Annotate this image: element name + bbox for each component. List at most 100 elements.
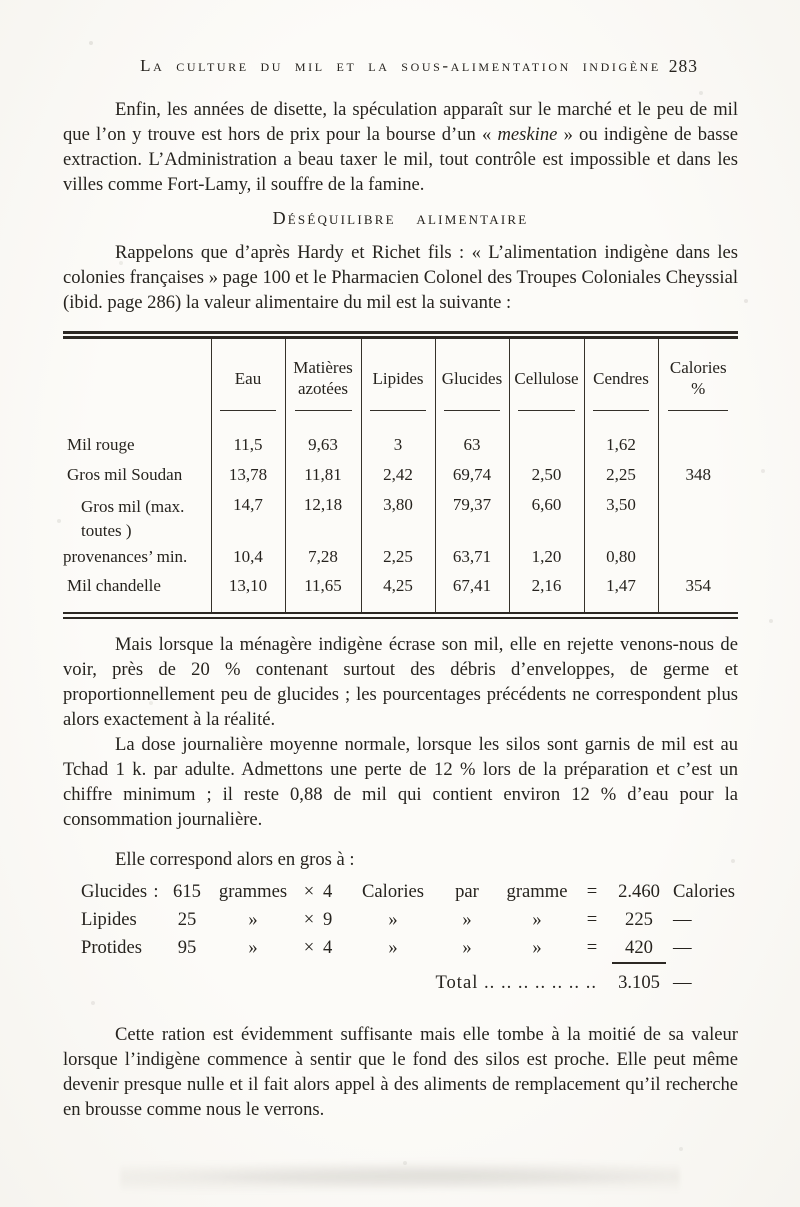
table-cell xyxy=(657,495,738,547)
column-underline xyxy=(370,409,426,411)
table-cell: 10,4 xyxy=(210,547,285,576)
column-underline xyxy=(444,409,500,411)
table-cell xyxy=(657,415,738,465)
table-cell: 63,71 xyxy=(434,547,509,576)
calc-factor: 4 xyxy=(323,937,333,958)
calc-result-unit: — xyxy=(673,937,692,958)
table-cell xyxy=(508,415,584,465)
paragraph-1-text-b: » ou indigène de basse extraction. L’Adm… xyxy=(63,124,739,195)
calc-par: » xyxy=(462,937,472,958)
table-row-mil-chandelle: Mil chandelle 13,10 11,65 4,25 67,41 2,1… xyxy=(63,576,738,616)
calc-result: 420 xyxy=(607,937,671,964)
calc-row-lipides: Lipides 25 » × 9 » » » = 225 — xyxy=(81,909,738,937)
column-header-label: Cendres xyxy=(593,368,649,388)
table-row-gros-mil-max: Gros mil (max. toutes ) 14,7 12,18 3,80 … xyxy=(63,495,738,547)
row-label: Gros mil Soudan xyxy=(67,465,183,484)
calc-result-value: 2.460 xyxy=(618,881,660,902)
table-cell: 3 xyxy=(360,415,435,465)
table-cell: 79,37 xyxy=(434,495,509,547)
calc-total-row: Total .. .. .. .. .. .. .. 3.105 — xyxy=(81,972,738,1000)
table-cell: 13,78 xyxy=(210,465,285,495)
calc-unit2: » xyxy=(388,937,398,958)
column-header-glucides: Glucides xyxy=(434,335,509,415)
paragraph-1-italic-meskine: meskine xyxy=(497,124,558,145)
calc-label: Lipides xyxy=(81,909,137,930)
calc-row-protides: Protides 95 » × 4 » » » = 420 — xyxy=(81,937,738,965)
table-cell: 67,41 xyxy=(434,576,509,616)
calc-factor: 9 xyxy=(323,909,333,930)
total-label: Total .. .. .. .. .. .. .. xyxy=(435,972,597,993)
table-cell: 2,42 xyxy=(360,465,435,495)
paragraph-4: La dose journalière moyenne normale, lor… xyxy=(63,734,738,830)
row-label: Mil chandelle xyxy=(67,576,161,595)
calc-times-sign: × xyxy=(303,909,315,930)
table-cell: 14,7 xyxy=(210,495,285,547)
calc-unit2: Calories xyxy=(362,881,424,902)
calc-label: Protides xyxy=(81,937,142,958)
page-content: La culture du mil et la sous-alimentatio… xyxy=(63,56,738,1120)
column-header-calories: Calories % xyxy=(657,335,738,415)
calc-unit: » xyxy=(248,909,258,930)
table-row-provenances-min: provenances’ min. 10,4 7,28 2,25 63,71 1… xyxy=(63,547,738,576)
calc-gramme: gramme xyxy=(506,881,568,902)
column-header-matieres-azotees: Matières azotées xyxy=(284,335,361,415)
table-cell: 0,80 xyxy=(583,547,658,576)
calorie-calculation: Glucides : 615 grammes × 4 Calories par … xyxy=(63,881,738,1000)
row-label: provenances’ min. xyxy=(63,547,188,566)
paragraph-2: Rappelons que d’après Hardy et Richet fi… xyxy=(63,242,738,313)
column-underline xyxy=(220,409,276,411)
table-cell: 13,10 xyxy=(210,576,285,616)
table-cell: 2,25 xyxy=(583,465,658,495)
calc-result-value: 225 xyxy=(625,909,653,930)
calc-quantity: 615 xyxy=(173,881,201,902)
calc-unit: » xyxy=(248,937,258,958)
column-header-empty xyxy=(63,335,211,415)
table-cell: 3,80 xyxy=(360,495,435,547)
calc-result-value-underlined: 420 xyxy=(612,937,666,964)
column-underline xyxy=(593,409,649,411)
column-header-eau: Eau xyxy=(210,335,285,415)
calc-result: 2.460 xyxy=(607,881,671,903)
column-header-label: Glucides xyxy=(441,368,503,388)
column-header-label: Cellulose xyxy=(514,368,579,388)
nutrition-table: Eau Matières azotées Lipides Glucides Ce… xyxy=(63,331,738,619)
table-cell: 1,62 xyxy=(583,415,658,465)
table-cell: 3,50 xyxy=(583,495,658,547)
table-row-mil-rouge: Mil rouge 11,5 9,63 3 63 1,62 xyxy=(63,415,738,465)
column-header-cellulose: Cellulose xyxy=(508,335,584,415)
table-cell: 354 xyxy=(657,576,738,616)
calc-unit2: » xyxy=(388,909,398,930)
paragraph-6: Cette ration est évidemment suffisante m… xyxy=(63,1024,738,1120)
paragraph-1: Enfin, les années de disette, la spécula… xyxy=(63,97,738,197)
paragraph-5: Elle correspond alors en gros à : xyxy=(115,849,355,870)
paragraph-1-text-a: Enfin, les années de disette, la spécula… xyxy=(63,99,738,145)
table-cell: 11,81 xyxy=(284,465,361,495)
calc-par: » xyxy=(462,909,472,930)
table-cell: 1,20 xyxy=(508,547,584,576)
column-header-label: Calories % xyxy=(669,358,727,399)
table-cell: 11,5 xyxy=(210,415,285,465)
total-dash: — xyxy=(673,972,692,993)
table-cell: 69,74 xyxy=(434,465,509,495)
calc-quantity: 95 xyxy=(177,937,197,958)
table-cell: 2,25 xyxy=(360,547,435,576)
table-cell: 348 xyxy=(657,465,738,495)
calc-quantity: 25 xyxy=(177,909,197,930)
column-header-cendres: Cendres xyxy=(583,335,658,415)
table-cell: 11,65 xyxy=(284,576,361,616)
calc-label: Glucides xyxy=(81,881,148,902)
column-header-lipides: Lipides xyxy=(360,335,435,415)
table-cell: 9,63 xyxy=(284,415,361,465)
table-cell: 2,16 xyxy=(508,576,584,616)
column-header-label: Matières azotées xyxy=(293,358,353,399)
table-cell: 1,47 xyxy=(583,576,658,616)
calc-colon: : xyxy=(153,881,159,902)
column-underline xyxy=(668,409,729,411)
calc-par: par xyxy=(455,881,479,902)
calc-equals-sign: = xyxy=(586,909,598,930)
column-underline xyxy=(294,409,352,411)
table-cell: 2,50 xyxy=(508,465,584,495)
calc-row-glucides: Glucides : 615 grammes × 4 Calories par … xyxy=(81,881,738,909)
calc-result: 225 xyxy=(607,909,671,931)
column-header-label: Lipides xyxy=(372,368,424,388)
